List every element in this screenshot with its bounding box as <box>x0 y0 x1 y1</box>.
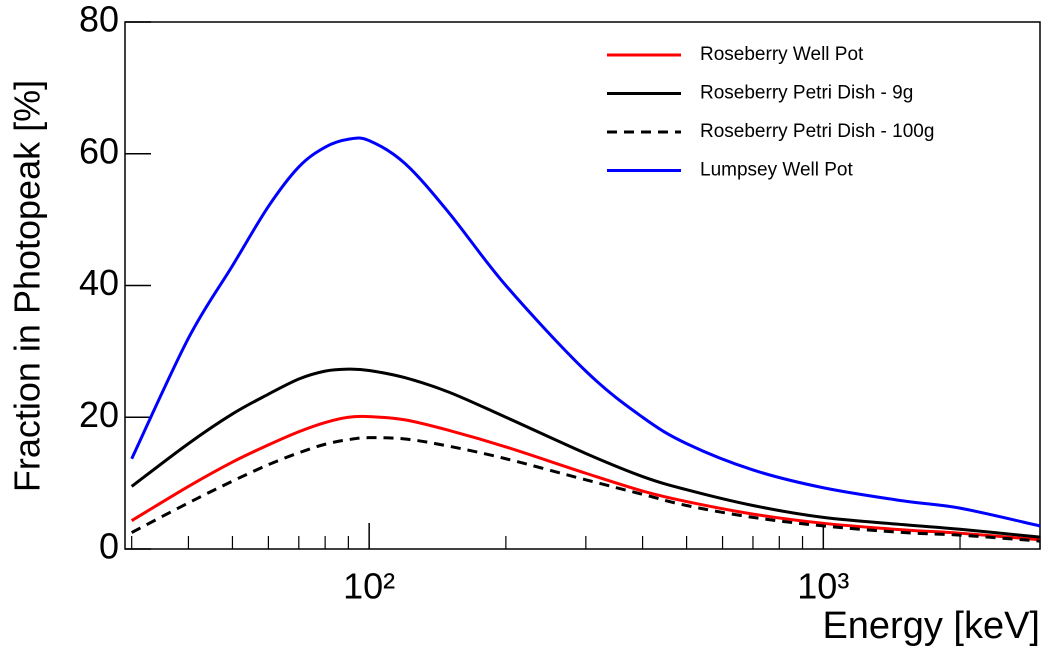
series-line <box>130 436 1041 543</box>
x-tick-label: 10³ <box>797 566 849 607</box>
series-line <box>130 136 1041 528</box>
legend-label: Lumpsey Well Pot <box>700 160 853 181</box>
y-tick-label: 60 <box>79 130 119 171</box>
legend-label: Roseberry Petri Dish - 9g <box>700 83 913 104</box>
x-tick-label: 10² <box>343 566 395 607</box>
y-tick-label: 20 <box>79 394 119 435</box>
y-tick-label: 80 <box>79 0 119 40</box>
series-line <box>130 414 1041 542</box>
x-axis-label: Energy [keV] <box>822 605 1040 647</box>
legend-label: Roseberry Well Pot <box>700 44 864 65</box>
series-line <box>130 367 1041 539</box>
y-tick-label: 0 <box>99 526 119 567</box>
legend-label: Roseberry Petri Dish - 100g <box>700 121 934 142</box>
y-axis-label: Fraction in Photopeak [%] <box>7 80 48 492</box>
y-tick-label: 40 <box>79 262 119 303</box>
